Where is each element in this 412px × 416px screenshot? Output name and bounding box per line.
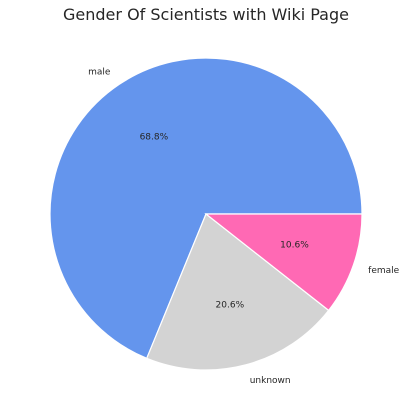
slice-label-unknown: unknown [250,376,291,386]
labels-group: male 68.8% unknown 20.6% female 10.6% [88,67,400,385]
pct-label-unknown: 20.6% [216,301,245,311]
pct-label-male: 68.8% [140,132,169,142]
slice-label-female: female [368,266,399,276]
slices-group [49,57,363,371]
pie-slice-male [49,57,363,360]
slice-label-male: male [88,67,111,77]
pct-label-female: 10.6% [280,241,309,251]
pie-slice-female [204,213,363,312]
chart-title: Gender Of Scientists with Wiki Page [63,5,349,24]
pie-slice-unknown [145,213,330,371]
